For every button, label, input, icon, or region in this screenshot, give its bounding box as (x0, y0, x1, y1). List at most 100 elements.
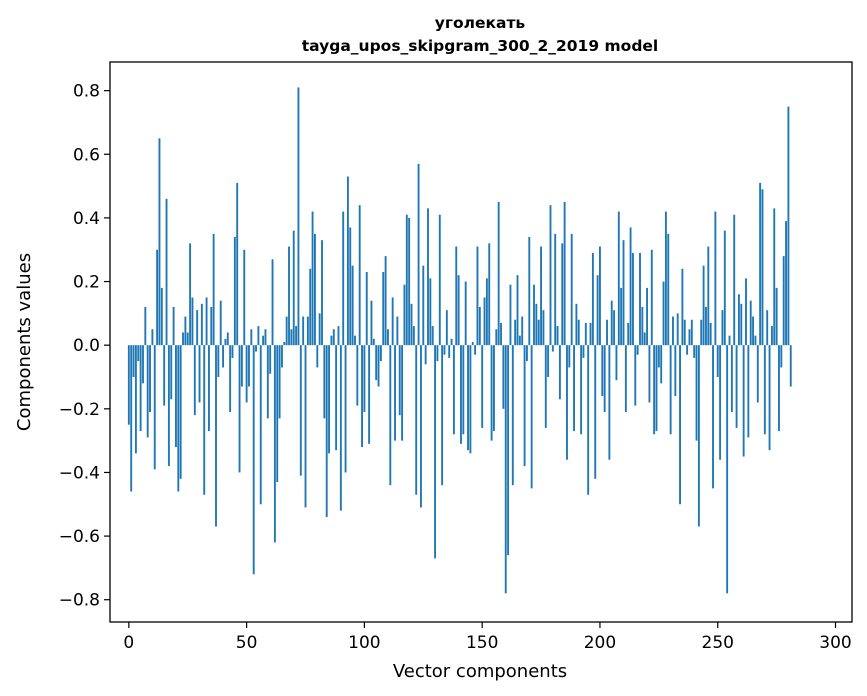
bar (629, 227, 632, 346)
bar (389, 345, 392, 486)
bar (589, 322, 592, 346)
x-tick-label: 50 (236, 633, 258, 653)
bar (646, 287, 648, 346)
bar (372, 338, 375, 346)
bar (266, 345, 269, 419)
bar (613, 310, 616, 346)
bar (782, 256, 785, 346)
bar (639, 252, 641, 346)
bar (584, 322, 587, 346)
bar (170, 345, 173, 400)
bar (780, 345, 783, 368)
bar (577, 319, 580, 346)
bar (304, 345, 307, 508)
bar (697, 345, 700, 527)
bar (295, 326, 298, 346)
bar (770, 326, 773, 346)
bar (660, 345, 663, 384)
bar (137, 345, 140, 362)
bar (490, 345, 493, 441)
bar (370, 300, 373, 346)
bar (620, 287, 623, 346)
bar (398, 345, 401, 416)
bar (747, 345, 750, 438)
bar (756, 345, 759, 403)
bar (570, 233, 573, 346)
bar (631, 252, 634, 346)
bar (495, 329, 498, 346)
bar (474, 345, 477, 355)
y-axis-label: Components values (14, 253, 35, 431)
bar (462, 345, 465, 435)
bar (217, 345, 220, 377)
bar (212, 233, 215, 346)
bar (313, 233, 316, 346)
chart-subtitle: tayga_upos_skipgram_300_2_2019 model (302, 37, 659, 55)
x-axis-ticks: 0 50 100 150 200 250 300 (123, 622, 852, 653)
y-tick-label: −0.4 (59, 463, 100, 483)
bar (523, 345, 526, 467)
bar (339, 345, 342, 511)
bar (615, 345, 618, 381)
bar (540, 246, 542, 346)
bar (172, 307, 175, 346)
bar (271, 259, 274, 346)
x-tick-label: 0 (123, 633, 134, 653)
bar (351, 265, 354, 346)
bar (434, 345, 436, 559)
bar (778, 345, 780, 432)
bar (167, 345, 170, 467)
bar (759, 182, 762, 346)
bar (561, 243, 564, 346)
chart-title: уголекать (435, 14, 526, 32)
bar (224, 338, 227, 346)
bar (248, 345, 250, 387)
bar (273, 345, 276, 543)
bar (511, 345, 514, 486)
bar (422, 265, 425, 346)
bar (728, 335, 731, 346)
bar (568, 345, 571, 368)
bar (525, 345, 528, 362)
bar (158, 138, 161, 346)
bar (377, 345, 380, 387)
bar (542, 310, 545, 346)
bar (485, 278, 488, 346)
bar (643, 332, 646, 346)
bar (403, 284, 406, 346)
bar (278, 345, 281, 419)
bar (594, 345, 597, 479)
bar (182, 332, 184, 346)
bar (233, 237, 236, 346)
bar (787, 106, 790, 346)
bar (240, 345, 243, 387)
bar (483, 297, 486, 346)
bar (285, 316, 288, 346)
bar (549, 205, 552, 346)
bar (297, 87, 300, 346)
bar (705, 307, 707, 346)
bar (676, 313, 679, 346)
bar (384, 256, 387, 346)
y-tick-label: −0.6 (59, 527, 100, 547)
bar (509, 284, 512, 346)
bar (460, 345, 462, 444)
bar (624, 345, 627, 412)
bar (142, 345, 144, 384)
bar (596, 275, 599, 346)
bar (299, 345, 302, 476)
bar (723, 230, 726, 346)
bar (302, 316, 305, 346)
bar (184, 316, 187, 346)
bar (427, 208, 429, 346)
bar (681, 268, 684, 346)
bar (467, 345, 469, 451)
bar (196, 310, 199, 346)
bar (716, 345, 719, 377)
bar (558, 345, 561, 400)
bar (438, 214, 441, 346)
bar (139, 345, 142, 432)
bar (417, 163, 420, 346)
bar (500, 322, 502, 346)
